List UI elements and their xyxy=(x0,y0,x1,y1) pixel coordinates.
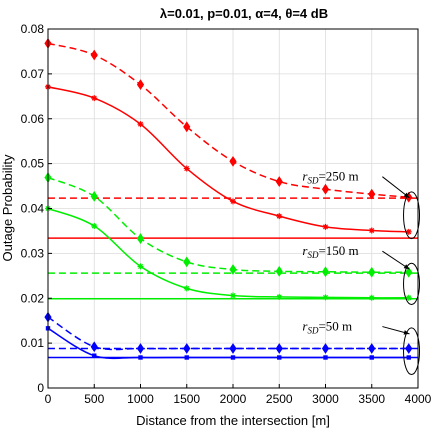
annotation-leader xyxy=(382,176,410,199)
data-point-star xyxy=(91,95,98,102)
annotation-sub: SD xyxy=(307,250,319,260)
annotation-arrowhead xyxy=(403,264,410,270)
data-point-star xyxy=(137,121,144,128)
data-point-star xyxy=(276,293,283,300)
annotation-var: r xyxy=(302,319,308,334)
y-tick-label: 0 xyxy=(37,381,44,395)
y-tick-label: 0.03 xyxy=(21,246,45,260)
data-point-diamond xyxy=(90,190,98,202)
y-tick-label: 0.04 xyxy=(21,202,45,216)
x-axis-label: Distance from the intersection [m] xyxy=(136,413,330,428)
annotation-label: rSD=150 m xyxy=(302,243,358,260)
x-tick-label: 2500 xyxy=(266,392,293,406)
annotation-ellipse xyxy=(403,191,421,240)
annotation-ellipse xyxy=(403,327,421,376)
data-point-diamond xyxy=(136,79,145,91)
data-point-star xyxy=(91,223,98,230)
x-tick-label: 0 xyxy=(45,392,52,406)
data-point-diamond xyxy=(90,49,98,61)
series-group xyxy=(44,37,418,360)
data-point-star xyxy=(405,228,412,235)
y-tick-label: 0.05 xyxy=(21,157,45,171)
data-point-star xyxy=(230,292,236,299)
y-tick-label: 0.06 xyxy=(21,112,45,126)
x-tick-label: 500 xyxy=(84,392,104,406)
x-tick-label: 1500 xyxy=(173,392,200,406)
y-tick-label: 0.08 xyxy=(21,22,45,36)
data-point-diamond xyxy=(321,266,330,278)
data-point-diamond xyxy=(321,183,330,195)
annotation-sub: SD xyxy=(307,326,319,336)
data-point-star xyxy=(230,198,236,205)
y-tick-label: 0.07 xyxy=(21,67,45,81)
data-point-star xyxy=(405,294,412,301)
data-point-star xyxy=(183,285,190,292)
annotation-arrowhead xyxy=(403,192,410,198)
data-point-diamond xyxy=(405,343,413,354)
data-point-diamond xyxy=(183,121,191,133)
x-tick-label: 2000 xyxy=(220,392,247,406)
data-point-diamond xyxy=(229,264,237,275)
data-point-star xyxy=(322,294,329,301)
x-tick-label: 4000 xyxy=(405,392,432,406)
annotation-label: rSD=250 m xyxy=(302,169,358,186)
data-point-star xyxy=(137,263,144,270)
annotation-label: rSD=50 m xyxy=(302,319,352,336)
data-point-diamond xyxy=(405,266,413,278)
chart-title: λ=0.01, p=0.01, α=4, θ=4 dB xyxy=(160,6,328,21)
data-point-diamond xyxy=(229,343,237,354)
y-tick-label: 0.01 xyxy=(21,336,45,350)
x-tick-label: 3000 xyxy=(312,392,339,406)
ticks-group: 0 500 1000 1500 2000 2500 3000 3500 4000 0 0.01 0.0… xyxy=(21,22,432,406)
x-tick-label: 3500 xyxy=(358,392,385,406)
annotation-var: r xyxy=(302,169,308,184)
annotation-value: =150 m xyxy=(318,243,358,258)
data-point-star xyxy=(368,294,375,301)
data-point-diamond xyxy=(275,176,283,187)
data-point-star xyxy=(368,227,375,234)
data-point-diamond xyxy=(229,155,237,167)
annotation-value: =250 m xyxy=(318,169,358,184)
y-tick-label: 0.02 xyxy=(21,291,45,305)
data-point-square xyxy=(92,353,97,358)
data-point-diamond xyxy=(183,256,191,268)
y-axis-label: Outage Probability xyxy=(0,154,15,261)
annotation-value: =50 m xyxy=(318,319,352,334)
data-point-diamond xyxy=(136,233,145,244)
data-point-star xyxy=(183,165,190,172)
annotation-ellipse xyxy=(403,262,421,306)
x-tick-label: 1000 xyxy=(127,392,154,406)
data-point-diamond xyxy=(368,266,376,278)
data-point-star xyxy=(276,213,283,220)
annotation-arrowhead xyxy=(403,330,410,335)
data-point-star xyxy=(322,223,329,230)
annotation-sub: SD xyxy=(307,176,319,186)
annotation-var: r xyxy=(302,243,308,258)
